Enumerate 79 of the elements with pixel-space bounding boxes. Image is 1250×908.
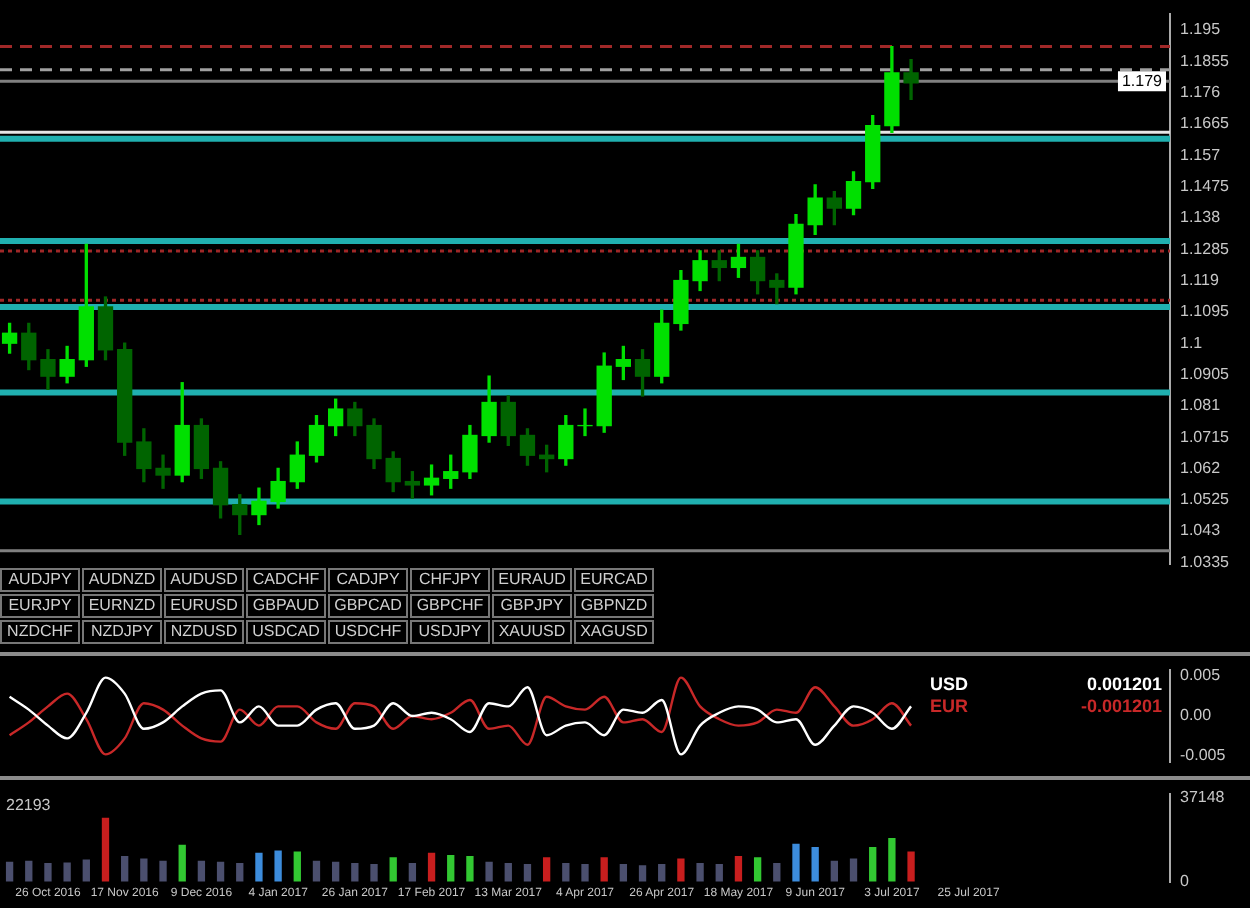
y-tick-label: 1.1665 <box>1180 114 1231 133</box>
series-label: USD <box>930 673 969 694</box>
y-tick-label: 1.157 <box>1180 145 1222 164</box>
bar <box>792 843 800 882</box>
annotation: 0.001201 <box>1086 673 1162 694</box>
y-tick-label: -0.005 <box>1180 746 1227 765</box>
bar <box>869 847 877 882</box>
bar <box>197 860 206 882</box>
line-series <box>8 676 913 756</box>
bar <box>542 857 551 882</box>
bar <box>389 857 397 882</box>
y-tick-label: 1.0525 <box>1180 490 1231 509</box>
y-tick-label: 1.176 <box>1180 83 1222 102</box>
y-tick-label: 1.062 <box>1180 458 1222 477</box>
bar <box>696 862 704 882</box>
bar <box>485 861 493 882</box>
bar <box>351 862 359 882</box>
y-tick-label: 1.0335 <box>1180 552 1231 571</box>
bar <box>216 861 225 882</box>
bar <box>830 860 838 882</box>
bar <box>811 847 819 882</box>
bar <box>466 856 474 882</box>
bar <box>447 854 455 882</box>
bar <box>140 858 148 882</box>
bar <box>293 851 301 882</box>
bar <box>44 862 52 882</box>
y-tick-label: 0 <box>1180 872 1190 891</box>
bar <box>101 817 110 882</box>
series-label: EUR <box>930 695 969 716</box>
y-tick-label: 1.195 <box>1180 20 1222 39</box>
bar <box>159 860 167 882</box>
bar <box>658 864 666 882</box>
bar <box>581 864 589 882</box>
y-tick-label: 1.1095 <box>1180 302 1231 321</box>
bar <box>63 862 71 882</box>
bar <box>600 857 608 882</box>
bar <box>562 862 570 882</box>
bar <box>734 856 743 882</box>
y-tick-label: 1.1 <box>1180 333 1204 352</box>
annotation: -0.001201 <box>1080 695 1162 716</box>
bar <box>370 864 378 882</box>
bar <box>427 852 436 882</box>
y-tick-label: 0.00 <box>1180 706 1213 725</box>
y-tick-label: 1.1285 <box>1180 239 1231 258</box>
y-tick-label: 0.005 <box>1180 666 1222 685</box>
bar <box>332 861 340 882</box>
bar <box>753 857 762 882</box>
y-tick-label: 1.0715 <box>1180 427 1231 446</box>
y-tick-label: 1.1855 <box>1180 51 1231 70</box>
bar <box>638 865 647 882</box>
bar <box>907 851 915 882</box>
bar <box>5 861 14 882</box>
y-tick-label: 1.0905 <box>1180 364 1231 383</box>
bar <box>408 862 417 882</box>
bar <box>888 838 896 882</box>
annotation: 22193 <box>6 796 52 815</box>
y-tick-label: 1.119 <box>1180 270 1220 289</box>
y-tick-label: 1.1475 <box>1180 177 1231 196</box>
bar <box>312 860 321 882</box>
bar <box>82 859 90 882</box>
y-tick-label: 1.081 <box>1180 396 1222 415</box>
y-tick-label: 1.043 <box>1180 521 1222 540</box>
bar <box>274 850 282 882</box>
bar <box>523 864 532 882</box>
bar <box>236 862 244 882</box>
bar <box>619 864 628 882</box>
bar <box>178 844 186 882</box>
bar <box>504 862 512 882</box>
bar <box>25 860 33 882</box>
symbol-buttons: AUDJPY AUDNZD AUDUSD CADCHF CADJPY CHFJPY EURAUD EURCAD EURJPY EURNZD EURUSD GBPAUD GBPCAD GBPCHF GBPJPY GBPNZD NZDCHF NZDJPY NZDUSD USDCAD USDCHF USDJPY XAUUSD XAGUSD <box>0 568 654 644</box>
bar <box>255 852 263 882</box>
y-tick-label: 37148 <box>1180 788 1226 807</box>
bar <box>677 858 685 882</box>
bar <box>849 858 858 882</box>
y-tick-label: 1.138 <box>1180 208 1222 227</box>
bar <box>121 856 129 882</box>
ref-line-label: 1.179 <box>1121 71 1164 90</box>
bar <box>773 862 781 882</box>
bar <box>715 864 723 882</box>
